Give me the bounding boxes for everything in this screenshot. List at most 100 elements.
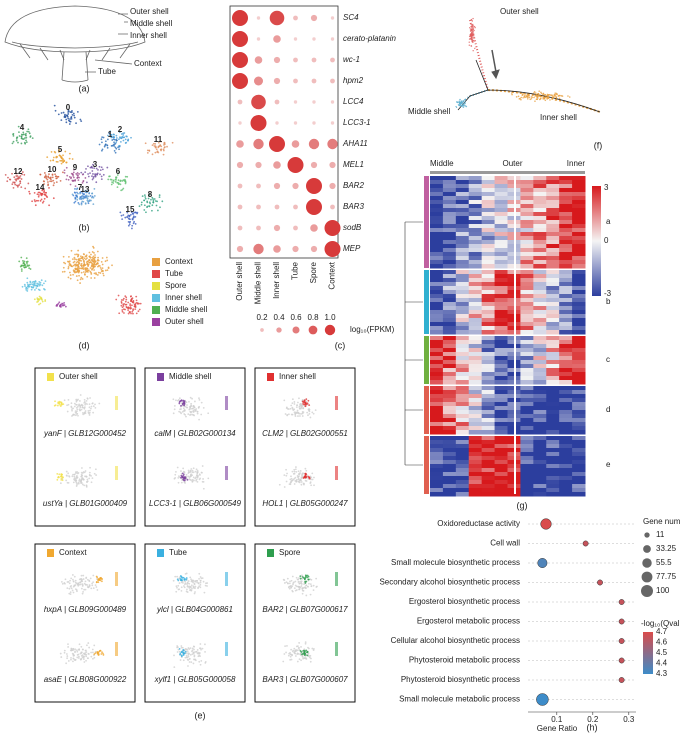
gene-label: MEP [343, 244, 361, 253]
cell-dot [100, 138, 103, 141]
cell-dot [186, 588, 188, 591]
heat-cell [468, 326, 483, 331]
cell-dot [301, 656, 304, 658]
title-swatch [47, 549, 54, 557]
cell-dot [178, 402, 181, 405]
heat-cell [430, 484, 444, 489]
heat-cell [455, 348, 470, 353]
heat-cell [572, 444, 586, 449]
cell-dot [128, 214, 131, 217]
cell-dot [73, 477, 76, 480]
cell-dot [547, 93, 550, 96]
cell-dot [81, 173, 84, 176]
cell-dot [76, 174, 79, 176]
heat-cell [533, 306, 547, 311]
heat-cell [546, 398, 560, 403]
cell-dot [21, 264, 24, 267]
cell-dot [526, 94, 529, 96]
heat-cell [559, 488, 573, 493]
cell-dot [302, 407, 304, 410]
cell-dot [95, 586, 98, 588]
heat-cell [494, 380, 508, 385]
tissue-label: Outer shell [235, 262, 244, 301]
cell-dot [71, 113, 74, 116]
heat-cell [559, 340, 573, 345]
cell-dot [52, 197, 55, 200]
cell-dot [304, 650, 306, 653]
heat-cell [455, 472, 470, 477]
cell-dot [83, 260, 85, 262]
heat-cell [546, 422, 560, 427]
cell-dot [175, 470, 177, 473]
pseudotime-bar [430, 171, 585, 174]
heat-cell [455, 364, 470, 369]
heat-cell [520, 322, 534, 327]
heat-cell [430, 414, 444, 419]
cell-dot [118, 312, 121, 315]
heat-cell [520, 464, 534, 469]
heat-cell [494, 260, 508, 265]
dot [253, 138, 264, 150]
cell-dot [173, 666, 176, 669]
cell-dot [300, 659, 302, 662]
cell-dot [189, 647, 192, 650]
heat-cell [455, 306, 470, 311]
heat-cell [430, 452, 444, 457]
cell-dot [183, 471, 186, 474]
cell-dot [60, 475, 63, 478]
cell-dot [99, 272, 102, 274]
heat-cell [455, 314, 470, 319]
cell-dot [101, 267, 104, 270]
heat-cell [572, 418, 586, 423]
heat-cell [559, 252, 573, 257]
cell-dot [93, 269, 95, 271]
heat-cell [494, 464, 508, 469]
cell-dot [309, 583, 312, 586]
heat-cell [520, 184, 534, 189]
heat-cell [520, 398, 534, 403]
heat-cell [559, 356, 573, 361]
heat-cell [468, 364, 483, 369]
heat-cell [481, 282, 496, 287]
divider [514, 176, 516, 494]
color-tick: 4.4 [656, 659, 668, 668]
cell-dot [12, 140, 15, 143]
gene-label: SC4 [343, 13, 359, 22]
cell-dot [532, 94, 534, 97]
heat-cell [546, 326, 560, 331]
cell-dot [75, 472, 77, 475]
heat-cell [468, 376, 483, 381]
cell-dot [200, 413, 203, 416]
cell-dot [199, 581, 202, 584]
feature-box [34, 367, 136, 527]
cell-dot [20, 135, 23, 138]
heat-cell [559, 452, 573, 457]
heat-cell [572, 216, 586, 221]
cell-dot [84, 177, 87, 179]
cell-dot [80, 197, 83, 200]
cell-dot [285, 480, 288, 483]
cell-dot [120, 137, 123, 139]
cell-dot [297, 647, 300, 649]
heat-cell [430, 402, 444, 407]
heat-cell [430, 298, 444, 303]
heat-cell [572, 376, 586, 381]
cell-dot [26, 285, 29, 288]
cell-dot [187, 413, 190, 416]
dot [292, 182, 299, 190]
heat-cell [572, 348, 586, 353]
cell-dot [89, 260, 92, 263]
cell-dot [155, 204, 158, 207]
heat-cell [546, 176, 560, 181]
cluster-label: 1 [108, 130, 113, 139]
cell-dot [116, 181, 119, 184]
cell-dot [201, 577, 204, 580]
cell-dot [73, 405, 76, 408]
heat-cell [468, 212, 483, 217]
cell-dot [300, 583, 303, 585]
cell-dot [51, 173, 54, 176]
cell-dot [182, 659, 185, 662]
cell-dot [77, 249, 80, 252]
cell-dot [67, 403, 70, 406]
heat-cell [546, 376, 560, 381]
